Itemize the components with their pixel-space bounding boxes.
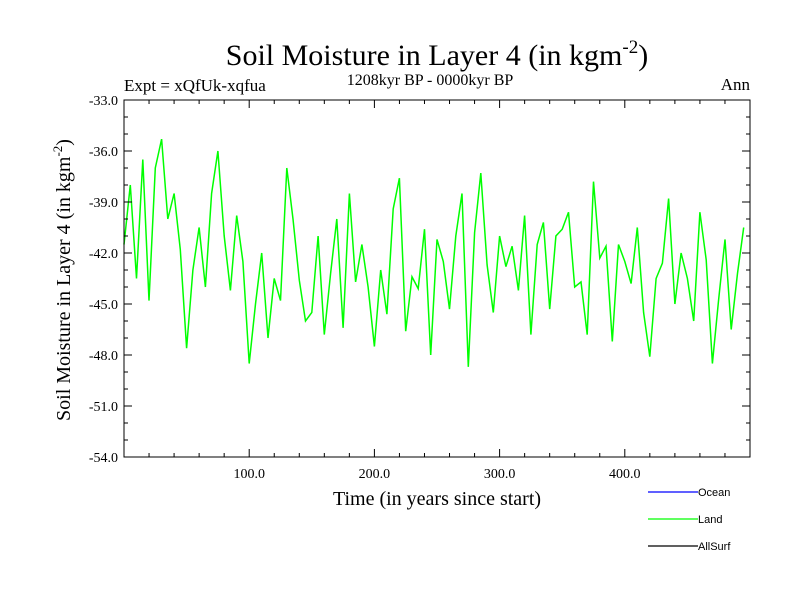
experiment-label: Expt = xQfUk-xqfua: [124, 76, 266, 95]
plot-area: [123, 138, 745, 367]
chart-title: Soil Moisture in Layer 4 (in kgm-2): [226, 37, 648, 72]
x-tick-label: 300.0: [484, 467, 516, 482]
x-axis-label: Time (in years since start): [333, 488, 541, 510]
time-range-label: 1208kyr BP - 0000kyr BP: [347, 72, 514, 89]
y-axis-label-main: Soil Moisture in Layer 4 (in kgm: [53, 156, 75, 421]
x-axis: 100.0 200.0 300.0 400.0: [148, 100, 726, 482]
chart-title-superscript: -2: [622, 37, 638, 58]
legend-label-ocean: Ocean: [698, 487, 730, 499]
y-tick-label: -54.0: [89, 451, 118, 466]
x-tick-label: 400.0: [609, 467, 641, 482]
legend-label-land: Land: [698, 514, 722, 526]
y-tick-label: -33.0: [89, 94, 118, 109]
y-tick-label: -48.0: [89, 349, 118, 364]
chart-title-main: Soil Moisture in Layer 4 (in kgm: [226, 39, 623, 72]
plot-frame: [123, 99, 751, 458]
series-line-land: [123, 138, 745, 367]
y-axis-label-suffix: ): [53, 139, 75, 146]
legend-label-allsurf: AllSurf: [698, 541, 731, 553]
legend: Ocean Land AllSurf: [648, 487, 731, 553]
y-tick-label: -36.0: [89, 145, 118, 160]
y-axis-label: Soil Moisture in Layer 4 (in kgm-2): [50, 139, 75, 421]
y-axis: -33.0 -36.0 -39.0 -42.0 -45.0 -48.0 -51.0 -54.0: [89, 94, 750, 466]
x-tick-label: 200.0: [359, 467, 391, 482]
y-tick-label: -45.0: [89, 298, 118, 313]
chart-title-suffix: ): [638, 39, 648, 72]
y-axis-label-superscript: -2: [50, 146, 65, 157]
season-label: Ann: [721, 75, 751, 94]
x-tick-label: 100.0: [233, 467, 265, 482]
y-tick-label: -42.0: [89, 247, 118, 262]
y-tick-label: -39.0: [89, 196, 118, 211]
y-tick-label: -51.0: [89, 400, 118, 415]
